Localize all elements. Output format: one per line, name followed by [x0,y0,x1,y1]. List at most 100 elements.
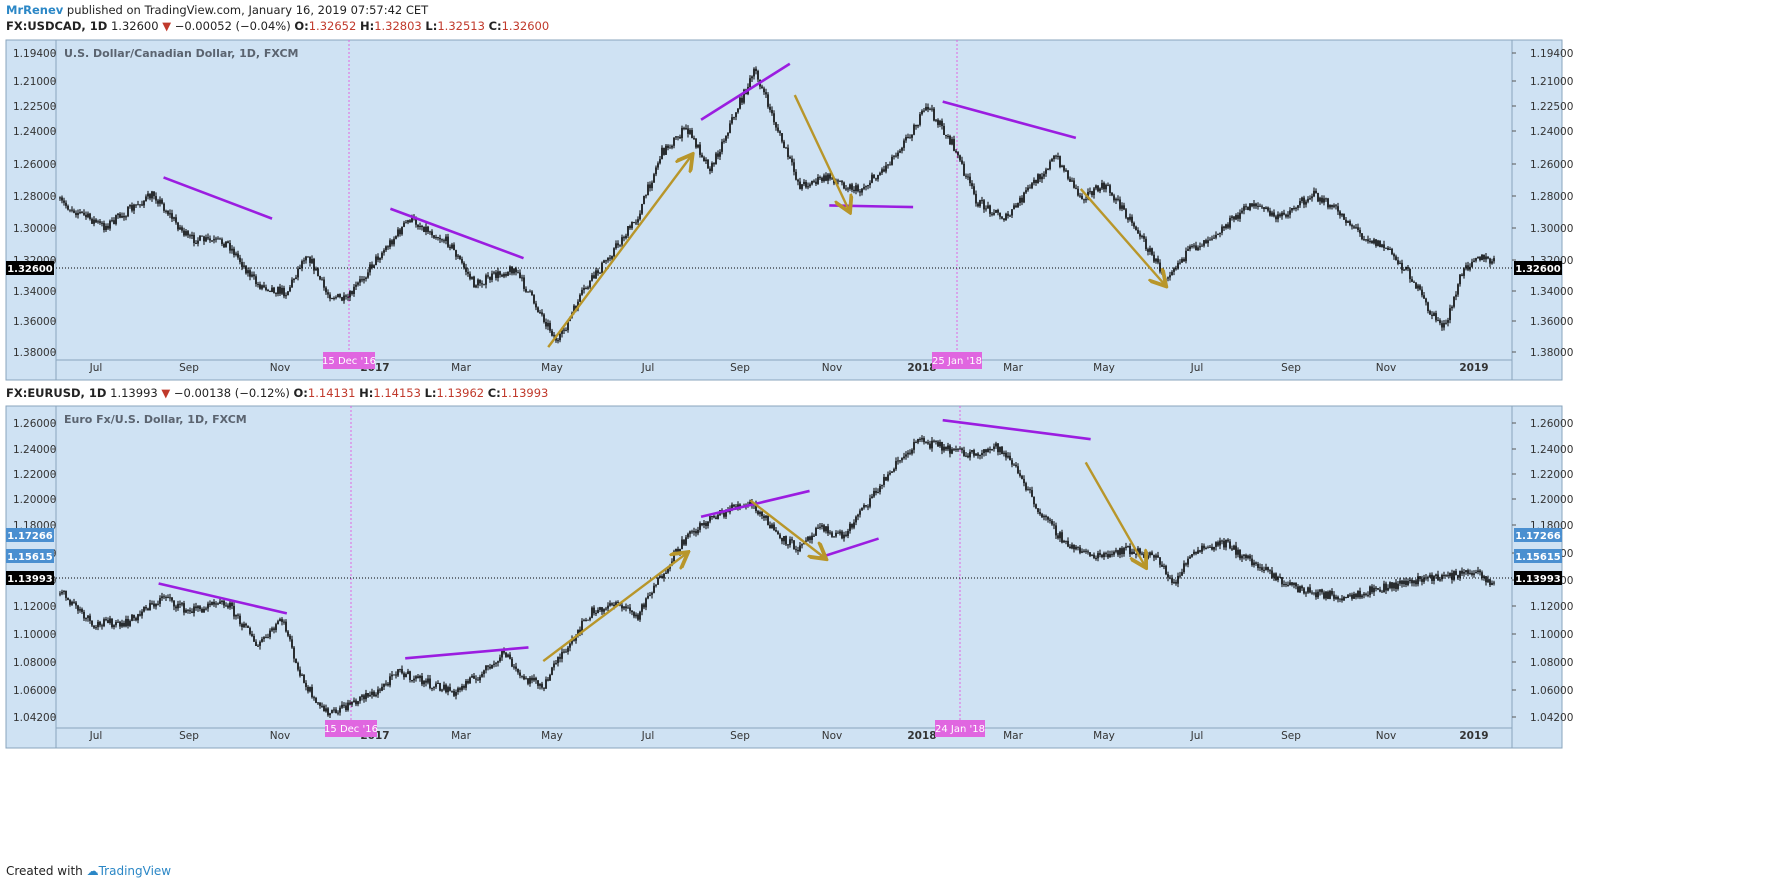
candle-body [873,174,875,179]
candle-body [855,516,857,523]
candle-body [537,680,539,686]
candle-body [157,603,159,605]
candle-body [999,446,1001,453]
candle-body [1071,180,1073,182]
candle-body [1459,274,1461,285]
candle-body [1287,584,1289,586]
candle-body [1083,199,1085,201]
candle-body [1127,217,1129,220]
candle-body [103,223,105,231]
candle-body [1063,165,1065,171]
candle-body [505,273,507,276]
tradingview-link[interactable]: TradingView [98,864,172,878]
candle-body [1023,192,1025,203]
candle-body [1455,294,1457,297]
candle-body [1317,591,1319,598]
x-tick-label: 2018 [907,730,936,742]
candle-body [1291,208,1293,211]
candle-body [1255,203,1257,207]
candle-body [185,231,187,236]
candle-body [685,537,687,545]
y-tick-label-right: 1.20000 [1530,494,1573,506]
candle-body [511,658,513,667]
candle-body [103,619,105,627]
candle-body [1443,323,1445,328]
candle-body [331,710,333,714]
candle-body [141,204,143,206]
candle-body [353,700,355,703]
candle-body [1209,546,1211,548]
candle-body [179,603,181,605]
candle-body [675,136,677,138]
candle-body [391,674,393,677]
candle-body [171,213,173,219]
candle-body [545,322,547,327]
y-tick-label-right: 1.24000 [1530,444,1573,456]
candle-body [651,182,653,189]
candle-body [143,201,145,206]
candle-body [351,290,353,294]
x-tick-label: Sep [730,362,750,374]
candle-body [549,674,551,681]
candle-body [971,450,973,452]
candle-body [1223,226,1225,229]
candle-body [491,664,493,669]
candle-body [693,137,695,139]
candle-body [603,609,605,612]
candle-body [1005,452,1007,458]
candle-body [123,622,125,627]
candle-body [1293,208,1295,210]
y-tick-label-right: 1.24000 [1530,126,1573,138]
candle-body [1469,572,1471,574]
candle-body [1067,170,1069,179]
candle-body [599,607,601,610]
candle-body [769,106,771,110]
candle-body [649,594,651,596]
candle-body [981,200,983,202]
candle-body [1315,190,1317,193]
author-link[interactable]: MrRenev [6,3,64,17]
candles [59,435,1495,719]
candle-body [1225,539,1227,548]
candle-body [631,222,633,229]
candle-body [215,238,217,240]
candle-body [783,141,785,148]
candle-body [871,174,873,183]
candle-body [1387,587,1389,591]
candle-body [675,548,677,552]
candle-body [647,184,649,196]
candle-body [697,529,699,534]
x-tick-label: Jul [641,362,655,374]
candle-body [883,477,885,485]
date-marker-label: 25 Jan '18 [932,356,982,367]
candle-body [691,531,693,533]
candle-body [1441,574,1443,580]
candle-body [1011,460,1013,465]
candle-body [1069,546,1071,549]
candle-body [1085,550,1087,552]
candle-body [129,620,131,626]
candle-body [997,443,999,453]
candle-body [1311,196,1313,199]
candle-body [343,295,345,301]
candle-body [611,603,613,605]
candle-body [1321,589,1323,593]
candle-body [467,680,469,684]
down-triangle-icon: ▼ [162,19,172,33]
x-tick-label: 2019 [1459,362,1488,374]
candle-body [795,171,797,180]
candle-body [575,635,577,641]
candle-body [495,662,497,664]
candle-body [1335,596,1337,599]
candle-body [365,277,367,279]
candle-body [943,125,945,135]
candle-body [443,240,445,242]
candle-body [1049,161,1051,170]
candle-body [193,606,195,614]
candle-body [975,193,977,204]
candle-body [975,453,977,456]
candle-body [121,215,123,218]
candle-body [1265,207,1267,209]
